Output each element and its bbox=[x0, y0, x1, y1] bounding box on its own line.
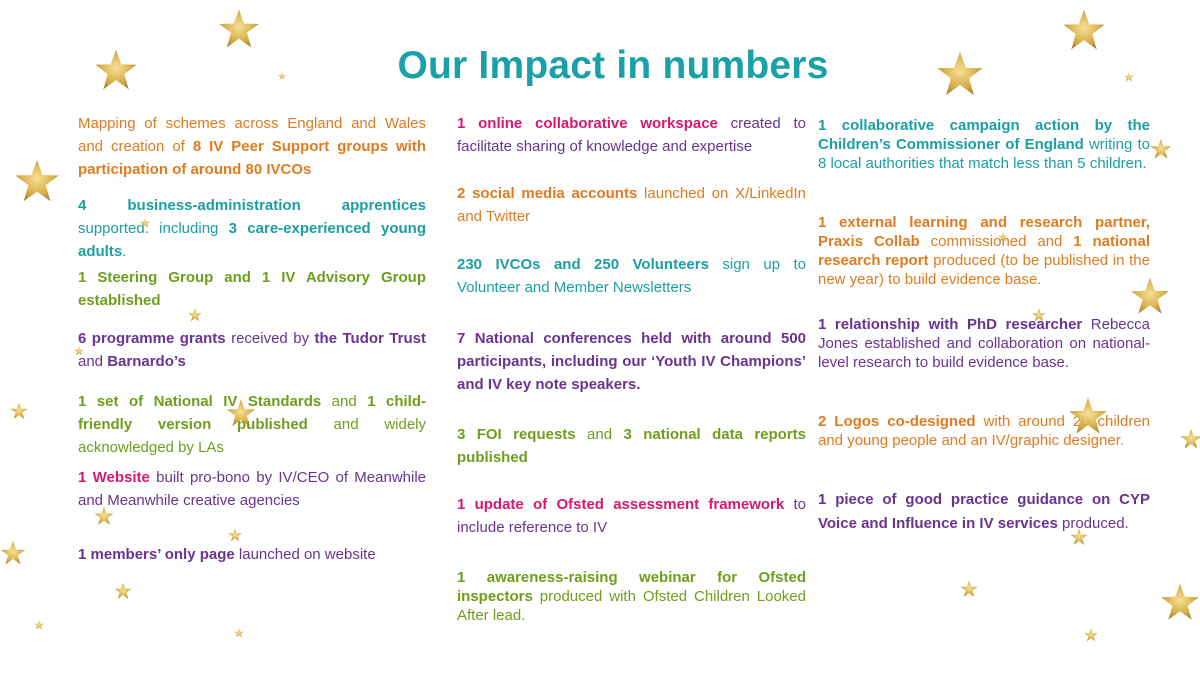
glitter-star-icon bbox=[34, 620, 44, 630]
impact-item-apprentices: 4 business-administration apprentices su… bbox=[78, 197, 426, 260]
impact-item-peer-support: Mapping of schemes across England and Wa… bbox=[78, 115, 426, 178]
impact-item-members-page: 1 members’ only page launched on website bbox=[78, 546, 376, 563]
glitter-star-icon bbox=[94, 48, 138, 92]
glitter-star-icon bbox=[1084, 628, 1098, 642]
glitter-star-icon bbox=[0, 540, 26, 566]
impact-item-foi-requests: 3 FOI requests and 3 national data repor… bbox=[457, 426, 807, 466]
impact-item-good-practice: 1 piece of good practice guidance on CYP… bbox=[818, 491, 1150, 532]
glitter-star-icon bbox=[1070, 528, 1088, 546]
impact-item-national-standards: 1 set of National IV Standards and 1 chi… bbox=[78, 393, 426, 456]
glitter-star-icon bbox=[998, 232, 1008, 242]
impact-item-programme-grants: 6 programme grants received by the Tudor… bbox=[78, 330, 426, 370]
glitter-star-icon bbox=[936, 50, 984, 98]
glitter-star-icon bbox=[1130, 276, 1170, 316]
glitter-star-icon bbox=[188, 308, 202, 322]
glitter-star-icon bbox=[226, 398, 256, 428]
impact-item-research-partner: 1 external learning and research partner… bbox=[818, 214, 1150, 288]
glitter-star-icon bbox=[228, 528, 242, 542]
glitter-star-icon bbox=[1150, 138, 1172, 160]
glitter-star-icon bbox=[1160, 582, 1200, 622]
impact-item-website: 1 Website built pro-bono by IV/CEO of Me… bbox=[78, 469, 427, 509]
glitter-star-icon bbox=[74, 346, 84, 356]
glitter-star-icon bbox=[1068, 396, 1108, 436]
impact-item-conferences: 7 National conferences held with around … bbox=[457, 330, 806, 393]
glitter-star-icon bbox=[114, 582, 132, 600]
glitter-star-icon bbox=[1062, 8, 1106, 52]
impact-item-phd-researcher: 1 relationship with PhD researcher Rebec… bbox=[818, 316, 1150, 371]
impact-item-logos: 2 Logos co-designed with around 20 child… bbox=[818, 413, 1151, 449]
impact-item-ofsted-webinar: 1 awareness-raising webinar for Ofsted i… bbox=[457, 569, 806, 624]
glitter-star-icon bbox=[218, 8, 260, 50]
impact-item-social-media: 2 social media accounts launched on X/Li… bbox=[457, 185, 806, 225]
impact-item-workspace: 1 online collaborative workspace created… bbox=[457, 115, 806, 155]
impact-item-ofsted-framework: 1 update of Ofsted assessment framework … bbox=[457, 496, 807, 536]
impact-item-newsletters: 230 IVCOs and 250 Volunteers sign up to … bbox=[457, 256, 806, 296]
glitter-star-icon bbox=[1180, 428, 1200, 450]
impact-item-campaign-action: 1 collaborative campaign action by the C… bbox=[818, 117, 1150, 172]
glitter-star-icon bbox=[140, 218, 150, 228]
glitter-star-icon bbox=[960, 580, 978, 598]
glitter-star-icon bbox=[1032, 308, 1046, 322]
glitter-star-icon bbox=[278, 72, 286, 80]
glitter-star-icon bbox=[94, 506, 114, 526]
page-title: Our Impact in numbers bbox=[397, 44, 829, 87]
impact-item-steering-group: 1 Steering Group and 1 IV Advisory Group… bbox=[78, 269, 426, 309]
glitter-star-icon bbox=[10, 402, 28, 420]
glitter-star-icon bbox=[1124, 72, 1134, 82]
glitter-star-icon bbox=[234, 628, 244, 638]
glitter-star-icon bbox=[14, 158, 60, 204]
